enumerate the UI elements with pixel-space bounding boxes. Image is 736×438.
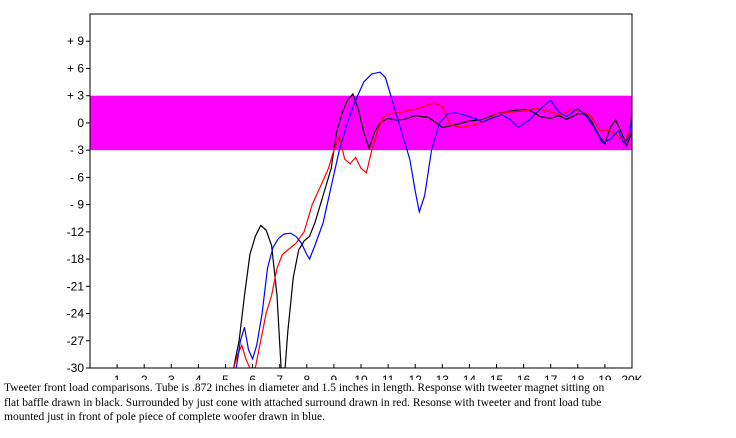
x-tick-label: 8	[303, 373, 310, 380]
y-tick-label: - 3	[70, 143, 84, 157]
x-tick-label: 9	[331, 373, 338, 380]
x-tick-label: 18	[571, 373, 585, 380]
x-tick-label: 12	[409, 373, 423, 380]
x-tick-label: 19	[598, 373, 612, 380]
series-line-1	[233, 92, 632, 368]
x-tick-label: 11	[382, 373, 395, 380]
x-tick-label: 20K	[621, 373, 642, 380]
chart-caption: Tweeter front load comparisons. Tube is …	[4, 381, 732, 425]
x-tick-label: 10	[354, 373, 368, 380]
y-tick-label: -24	[67, 307, 85, 321]
y-tick-label: -30	[67, 361, 85, 375]
x-tick-label: 2	[141, 373, 148, 380]
x-tick-label: 13	[436, 373, 450, 380]
series-line-3	[235, 71, 632, 368]
x-tick-label: 15	[490, 373, 504, 380]
x-tick-label: 14	[463, 373, 477, 380]
y-tick-label: 0	[77, 116, 84, 130]
x-tick-label: 1	[114, 373, 121, 380]
y-tick-label: + 9	[67, 34, 84, 48]
y-tick-label: + 3	[67, 89, 84, 103]
y-tick-label: + 6	[67, 61, 84, 75]
x-tick-label: 17	[544, 373, 558, 380]
x-tick-label: 6	[249, 373, 256, 380]
y-tick-label: -21	[67, 279, 85, 293]
x-tick-label: 4	[195, 373, 202, 380]
y-tick-label: -12	[67, 225, 85, 239]
caption-line-2: flat baffle drawn in black. Surrounded b…	[4, 396, 602, 409]
caption-line-3: mounted just in front of pole piece of c…	[4, 411, 325, 423]
caption-line-1: Tweeter front load comparisons. Tube is …	[4, 382, 605, 394]
x-tick-label: 3	[168, 373, 175, 380]
plot-frame	[89, 13, 633, 369]
y-tick-label: -18	[67, 252, 85, 266]
y-tick-label: - 9	[70, 198, 84, 212]
frequency-response-chart: + 9+ 6+ 30- 3- 6- 9-12-18-21-24-27-301 2 3…	[67, 13, 643, 380]
y-tick-label: -27	[67, 334, 85, 348]
x-tick-label: 7	[276, 373, 283, 380]
x-tick-label: 5	[222, 373, 229, 380]
series-line-2	[233, 102, 632, 368]
y-tick-label: - 6	[70, 170, 84, 184]
x-tick-label: 16	[517, 373, 531, 380]
